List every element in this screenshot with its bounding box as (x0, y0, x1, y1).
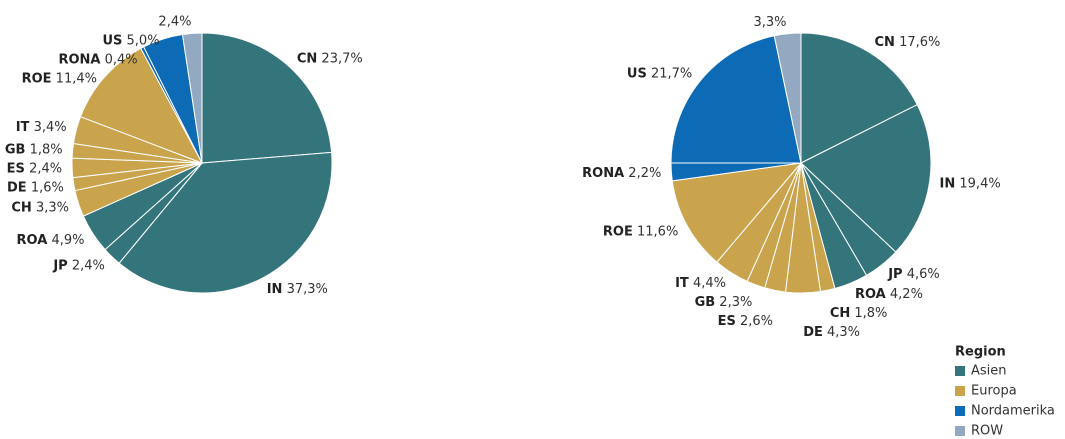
slice-value: 2,4% (158, 14, 191, 29)
slice-value: 2,3% (719, 294, 752, 309)
slice-category: IN (940, 176, 956, 191)
slice-category: CH (11, 200, 31, 215)
slice-label: GB 1,8% (5, 142, 63, 157)
legend-swatch (955, 426, 965, 436)
slice-category: ROE (603, 224, 633, 239)
slice-label: JP 4,6% (887, 267, 940, 282)
slice-value: 5,0% (127, 33, 160, 48)
slice-category: GB (5, 142, 26, 157)
slice-value: 37,3% (287, 281, 328, 296)
slice-value: 3,4% (34, 119, 67, 134)
pie-slice (800, 32, 918, 164)
slice-label: IT 3,4% (16, 119, 67, 134)
legend-title: Region (955, 345, 1006, 360)
slice-value: 17,6% (899, 35, 940, 50)
pie-slice (181, 32, 203, 164)
slice-value: 11,4% (56, 71, 97, 86)
slice-label: IN 19,4% (940, 176, 1001, 191)
slice-value: 11,6% (637, 224, 678, 239)
pie-slice (670, 35, 802, 164)
pie-slice (773, 32, 802, 164)
slice-category: ROA (17, 233, 48, 248)
legend-label: Asien (971, 364, 1007, 379)
pie-slice (118, 151, 333, 294)
slice-value: 4,2% (890, 287, 923, 302)
slice-category: GB (695, 294, 716, 309)
slice-label: IN 37,3% (267, 281, 328, 296)
slice-label: ROA 4,2% (855, 287, 923, 302)
slice-category: CN (297, 51, 317, 66)
slice-value: 2,4% (29, 161, 62, 176)
slice-value: 4,4% (693, 275, 726, 290)
slice-value: 3,3% (753, 14, 786, 29)
legend-label: ROW (971, 424, 1003, 439)
slice-category: IT (675, 275, 689, 290)
slice-category: CN (875, 35, 895, 50)
slice-label: GB 2,3% (695, 294, 753, 309)
slice-category: ES (718, 313, 736, 328)
slice-label: DE 1,6% (7, 180, 64, 195)
legend-swatch (955, 406, 965, 416)
slice-label: CN 17,6% (875, 35, 941, 50)
slice-value: 3,3% (36, 200, 69, 215)
slice-value: 1,6% (31, 180, 64, 195)
slice-value: 21,7% (651, 66, 692, 81)
slice-label: RONA 0,4% (58, 52, 137, 67)
slice-label: 3,3% (753, 14, 786, 29)
slice-value: 1,8% (854, 306, 887, 321)
pie-slice (79, 47, 204, 164)
slice-category: ROA (855, 287, 886, 302)
slice-category: CH (830, 306, 850, 321)
pie-slice (201, 32, 333, 164)
legend-label: Nordamerika (971, 404, 1055, 419)
slice-category: DE (803, 325, 823, 340)
slice-value: 4,9% (51, 233, 84, 248)
slice-value: 2,6% (740, 313, 773, 328)
slice-category: JP (52, 258, 67, 273)
pie-slice (800, 104, 932, 253)
slice-category: IN (267, 281, 283, 296)
slice-value: 1,8% (30, 142, 63, 157)
slice-category: RONA (58, 52, 100, 67)
slice-label: ES 2,6% (718, 313, 773, 328)
slice-category: IT (16, 119, 30, 134)
slice-value: 4,3% (827, 325, 860, 340)
legend-swatch (955, 366, 965, 376)
pie-slice (671, 162, 803, 263)
slice-value: 0,4% (105, 52, 138, 67)
slice-category: RONA (582, 165, 624, 180)
slice-label: CH 3,3% (11, 200, 69, 215)
slice-category: JP (887, 267, 902, 282)
slice-label: RONA 2,2% (582, 165, 661, 180)
slice-label: IT 4,4% (675, 275, 726, 290)
slice-label: 2,4% (158, 14, 191, 29)
slice-label: ROE 11,4% (22, 71, 97, 86)
slice-category: US (627, 66, 647, 81)
legend-label: Europa (971, 384, 1017, 399)
slice-label: DE 4,3% (803, 325, 860, 340)
slice-category: ROE (22, 71, 52, 86)
slice-label: ROA 4,9% (17, 233, 85, 248)
slice-value: 2,4% (72, 258, 105, 273)
legend-swatch (955, 386, 965, 396)
slice-value: 2,2% (628, 165, 661, 180)
slice-label: JP 2,4% (52, 258, 105, 273)
slice-label: ES 2,4% (7, 161, 62, 176)
slice-category: US (102, 33, 122, 48)
slice-label: US 21,7% (627, 66, 692, 81)
slice-value: 19,4% (959, 176, 1000, 191)
slice-value: 4,6% (907, 267, 940, 282)
slice-label: US 5,0% (102, 33, 159, 48)
slice-value: 23,7% (321, 51, 362, 66)
slice-label: CH 1,8% (830, 306, 888, 321)
slice-category: ES (7, 161, 25, 176)
slice-label: CN 23,7% (297, 51, 363, 66)
slice-category: DE (7, 180, 27, 195)
slice-label: ROE 11,6% (603, 224, 678, 239)
